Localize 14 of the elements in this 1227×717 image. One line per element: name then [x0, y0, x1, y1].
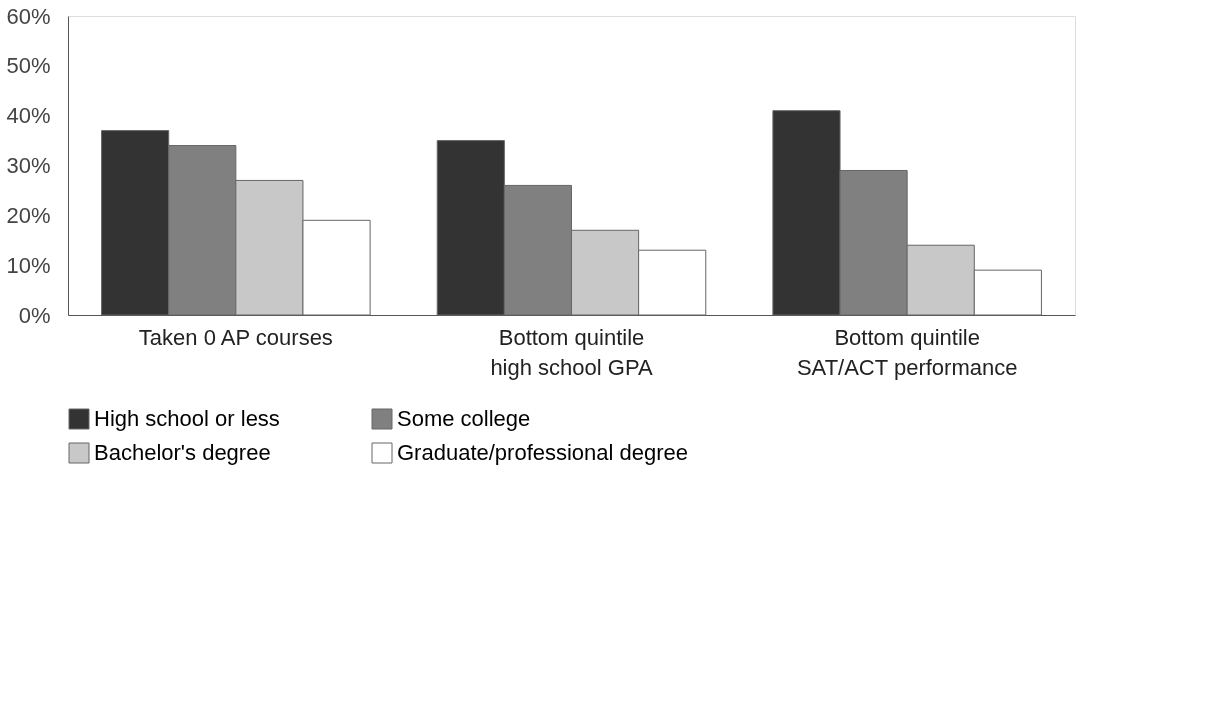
- y-tick-label: 50%: [6, 53, 51, 79]
- x-tick-label: Bottom quintile SAT/ACT performance: [796, 324, 1018, 380]
- y-tick-label: 0%: [18, 302, 51, 328]
- y-tick-label: 30%: [6, 153, 51, 178]
- legend-label: Some college: [397, 406, 531, 431]
- x-tick-label: Taken 0 AP courses: [138, 324, 333, 350]
- y-tick-label: 20%: [6, 202, 51, 228]
- y-tick-label: 40%: [6, 103, 51, 129]
- legend-label: High school or less: [94, 406, 280, 431]
- legend-label: Bachelor's degree: [94, 440, 271, 465]
- x-tick-label: Bottom quintile high school GPA: [490, 324, 653, 380]
- y-tick-label: 10%: [6, 252, 51, 278]
- y-tick-label: 60%: [6, 3, 51, 29]
- legend-label: Graduate/professional degree: [397, 440, 689, 465]
